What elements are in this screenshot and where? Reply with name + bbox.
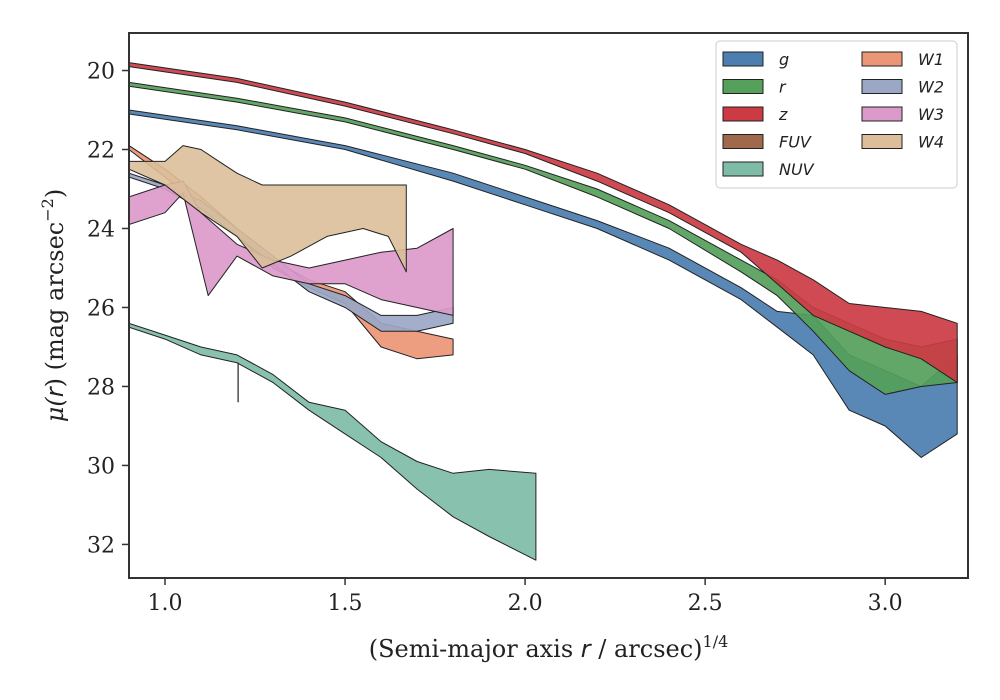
y-axis-ticks: 20 22 24 26 28 30 32 xyxy=(87,60,129,558)
y-tick-label: 20 xyxy=(87,60,115,85)
band-w3 xyxy=(129,180,454,316)
series-bands xyxy=(129,62,958,561)
x-axis-ticks: 1.0 1.5 2.0 2.5 3.0 xyxy=(148,578,903,616)
legend-label-w3: W3 xyxy=(918,105,944,124)
x-tick-label: 1.0 xyxy=(148,591,183,616)
legend-swatch-w3 xyxy=(861,106,903,122)
legend-label-w4: W4 xyxy=(918,133,944,152)
x-tick-label: 2.5 xyxy=(688,591,723,616)
legend-label-g: g xyxy=(779,50,789,69)
legend-label-r: r xyxy=(779,78,787,97)
band-g xyxy=(129,109,958,458)
y-tick-label: 24 xyxy=(87,217,115,242)
legend-swatch-g xyxy=(722,51,764,67)
legend-label-w2: W2 xyxy=(918,78,944,97)
y-tick-label: 32 xyxy=(87,533,115,558)
x-tick-label: 3.0 xyxy=(868,591,903,616)
x-axis-label: (Semi-major axis r / arcsec)1/4 xyxy=(369,632,729,663)
legend-label-z: z xyxy=(778,105,788,124)
y-tick-label: 28 xyxy=(87,375,115,400)
legend-swatch-r xyxy=(722,79,764,94)
legend-label-w1: W1 xyxy=(918,50,944,69)
legend-swatch-w2 xyxy=(861,79,903,94)
plot-frame xyxy=(128,32,969,579)
legend-swatch-w1 xyxy=(861,51,903,67)
y-tick-label: 22 xyxy=(87,139,115,164)
legend-swatch-fuv xyxy=(722,134,764,149)
x-tick-label: 2.0 xyxy=(508,591,543,616)
band-nuv xyxy=(129,322,537,561)
y-tick-label: 30 xyxy=(87,454,115,479)
legend-label-nuv: NUV xyxy=(779,160,815,179)
legend-box xyxy=(715,40,958,189)
legend: grz FUV NUV W1 W2 W3 W4 xyxy=(715,40,958,189)
legend-swatch-z xyxy=(722,106,764,122)
x-tick-label: 1.5 xyxy=(328,591,363,616)
y-axis-label: μ(r) (mag arcsec−2) xyxy=(38,189,69,422)
legend-swatch-nuv xyxy=(722,161,764,177)
y-tick-label: 26 xyxy=(87,296,115,321)
band-z xyxy=(129,62,958,383)
band-w4 xyxy=(129,145,407,273)
legend-swatch-w4 xyxy=(861,134,903,149)
legend-label-fuv: FUV xyxy=(779,133,812,152)
